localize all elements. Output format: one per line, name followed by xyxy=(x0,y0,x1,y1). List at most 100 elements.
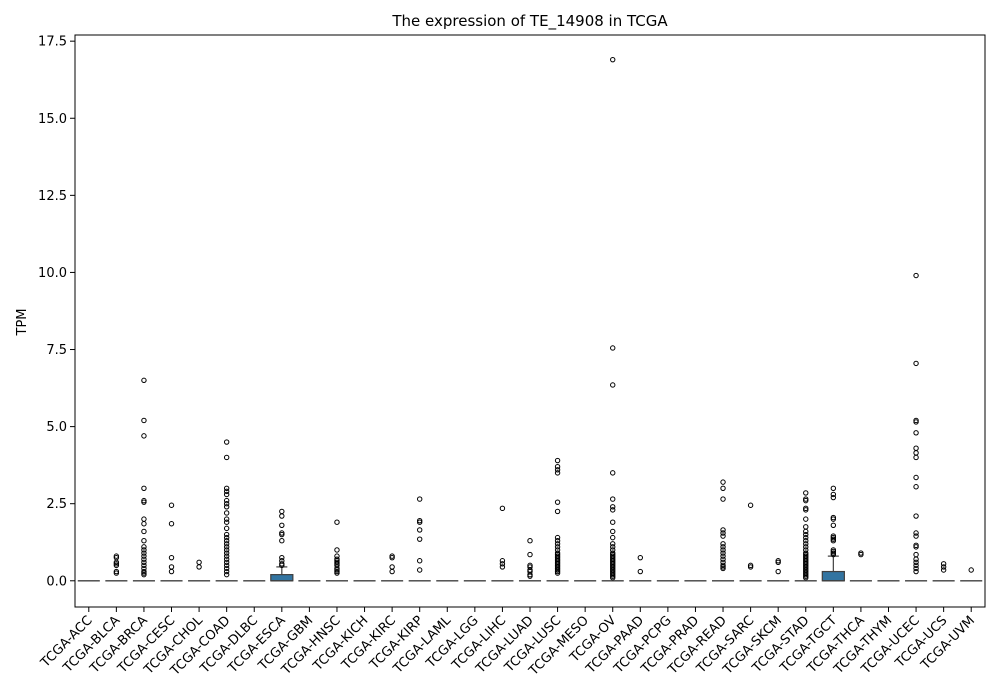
outlier-point xyxy=(913,450,919,456)
box xyxy=(821,570,845,582)
outlier-point xyxy=(720,544,726,550)
outlier-point xyxy=(913,360,919,367)
outlier-point xyxy=(913,430,919,436)
outlier-point xyxy=(499,505,506,512)
outlier-point xyxy=(803,541,809,547)
outlier-point xyxy=(554,463,561,470)
outlier-point xyxy=(527,538,533,544)
outlier-point xyxy=(610,575,616,581)
outlier-point xyxy=(830,522,837,528)
outlier-point xyxy=(416,527,423,533)
outlier-point xyxy=(747,564,754,570)
y-tick-label: 15.0 xyxy=(38,112,67,127)
outlier-point xyxy=(830,538,837,544)
outlier-point xyxy=(968,567,974,573)
outlier-point xyxy=(720,479,726,485)
outlier-point xyxy=(223,556,230,562)
outlier-point xyxy=(416,558,423,564)
outlier-point xyxy=(389,564,395,570)
outlier-point xyxy=(223,531,230,538)
outlier-point xyxy=(141,550,147,556)
outlier-point xyxy=(141,556,147,562)
outlier-point xyxy=(803,497,809,504)
outlier-point xyxy=(830,494,837,501)
outlier-point xyxy=(223,571,230,578)
outlier-point xyxy=(610,534,616,541)
outlier-point xyxy=(913,445,919,451)
outlier-point xyxy=(223,519,230,525)
outlier-point xyxy=(499,558,506,564)
y-tick-label: 10.0 xyxy=(38,266,67,281)
outlier-point xyxy=(913,565,919,572)
outlier-point xyxy=(279,522,285,528)
outlier-point xyxy=(141,544,147,550)
outlier-point xyxy=(610,345,616,351)
outlier-point xyxy=(223,538,230,544)
outlier-point xyxy=(416,567,423,573)
outlier-point xyxy=(141,538,147,544)
outlier-point xyxy=(913,513,919,519)
outlier-point xyxy=(168,502,175,508)
outlier-point xyxy=(803,516,809,522)
outlier-point xyxy=(168,554,175,561)
outlier-point xyxy=(913,484,919,490)
outlier-point xyxy=(720,541,726,547)
outlier-point xyxy=(913,562,919,569)
outlier-point xyxy=(858,551,864,558)
y-tick-label: 5.0 xyxy=(46,420,67,435)
outlier-point xyxy=(223,568,230,575)
outlier-point xyxy=(223,534,230,541)
outlier-point xyxy=(223,525,230,532)
outlier-point xyxy=(610,519,616,525)
outlier-point xyxy=(389,554,395,561)
outlier-point xyxy=(913,556,919,562)
outlier-point xyxy=(279,538,285,544)
outlier-point xyxy=(223,497,230,504)
y-tick-label: 17.5 xyxy=(38,35,67,50)
outlier-point xyxy=(803,575,809,581)
outlier-point xyxy=(610,504,616,510)
outlier-point xyxy=(803,524,809,530)
outlier-point xyxy=(637,554,644,561)
outlier-point xyxy=(554,570,561,576)
outlier-point xyxy=(913,533,919,539)
outlier-point xyxy=(913,272,919,279)
outlier-point xyxy=(527,551,533,558)
outlier-point xyxy=(223,488,230,495)
outlier-point xyxy=(720,533,726,539)
outlier-point xyxy=(803,490,809,496)
outlier-point xyxy=(141,417,147,424)
outlier-point xyxy=(223,562,230,569)
outlier-point xyxy=(141,485,147,491)
outlier-point xyxy=(913,454,919,461)
outlier-point xyxy=(610,528,616,535)
outlier-point xyxy=(223,544,230,550)
outlier-point xyxy=(223,510,230,516)
outlier-point xyxy=(223,553,230,559)
outlier-point xyxy=(554,508,561,515)
outlier-point xyxy=(279,562,285,569)
outlier-point xyxy=(141,433,147,439)
outlier-point xyxy=(913,559,919,565)
outlier-point xyxy=(554,538,561,544)
outlier-point xyxy=(196,559,202,565)
outlier-point xyxy=(223,485,230,491)
outlier-point xyxy=(830,516,837,522)
box xyxy=(270,574,294,582)
outlier-point xyxy=(141,516,147,522)
outlier-point xyxy=(913,474,919,481)
outlier-point xyxy=(720,530,726,536)
outlier-point xyxy=(168,564,175,570)
outlier-point xyxy=(913,568,919,575)
outlier-point xyxy=(168,568,175,575)
outlier-point xyxy=(610,382,616,388)
outlier-point xyxy=(940,561,947,567)
outlier-point xyxy=(334,519,340,525)
outlier-point xyxy=(913,419,919,425)
y-axis-label: TPM xyxy=(15,309,30,337)
y-tick-label: 12.5 xyxy=(38,189,67,204)
outlier-point xyxy=(279,531,285,538)
outlier-point xyxy=(747,502,754,508)
outlier-point xyxy=(803,507,809,513)
